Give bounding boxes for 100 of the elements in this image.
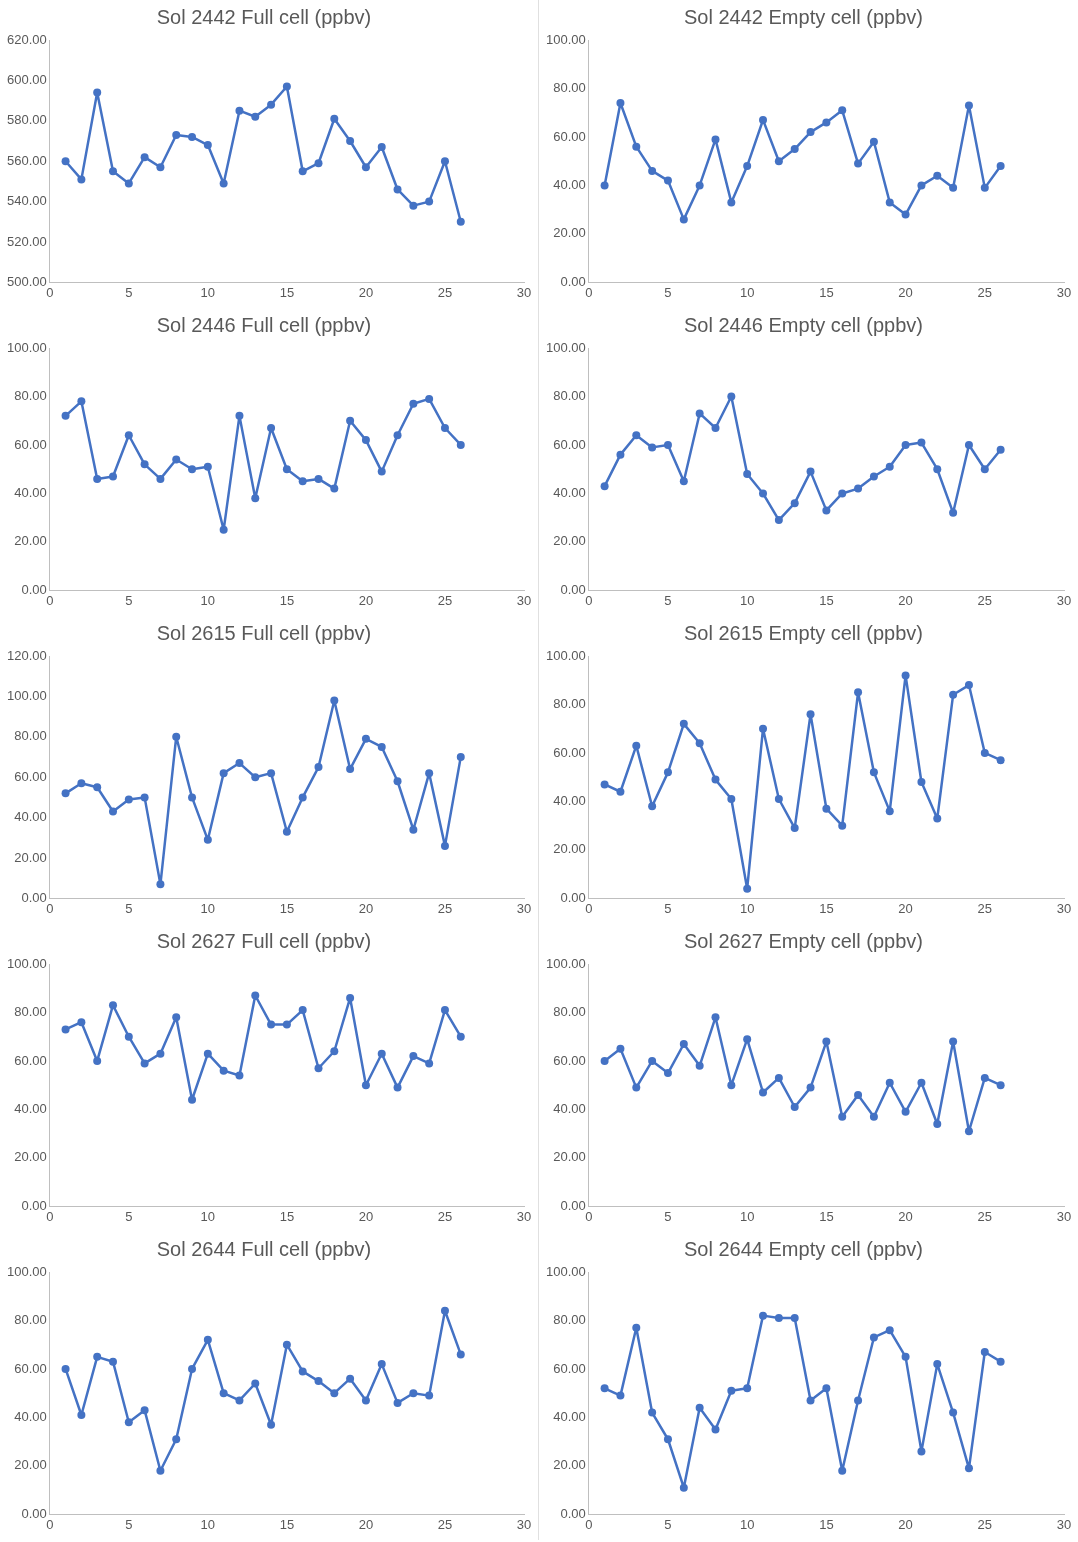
x-tick-label: 10 bbox=[739, 1516, 755, 1532]
y-tick-label: 40.00 bbox=[14, 809, 47, 825]
y-tick-label: 60.00 bbox=[14, 1360, 47, 1376]
point bbox=[743, 884, 752, 893]
x-tick-label: 25 bbox=[437, 1208, 453, 1224]
point bbox=[616, 1391, 625, 1400]
point bbox=[298, 1006, 307, 1015]
point bbox=[377, 143, 386, 152]
point bbox=[885, 462, 894, 471]
y-tick-label: 20.00 bbox=[14, 1149, 47, 1165]
point bbox=[440, 157, 449, 166]
point bbox=[156, 163, 165, 172]
point bbox=[203, 835, 212, 844]
point bbox=[124, 1418, 133, 1427]
point bbox=[980, 1073, 989, 1082]
point bbox=[425, 1059, 434, 1068]
point bbox=[124, 795, 133, 804]
chart-title: Sol 2627 Full cell (ppbv) bbox=[156, 929, 372, 952]
point bbox=[806, 467, 815, 476]
x-tick-label: 0 bbox=[46, 284, 54, 300]
point bbox=[456, 753, 465, 761]
point bbox=[949, 1037, 958, 1046]
point bbox=[885, 807, 894, 816]
point bbox=[663, 1435, 672, 1444]
point bbox=[425, 197, 434, 206]
point bbox=[822, 118, 831, 127]
point bbox=[663, 440, 672, 449]
point bbox=[108, 1357, 117, 1366]
point bbox=[648, 802, 657, 811]
point bbox=[885, 1078, 894, 1087]
point bbox=[440, 1006, 449, 1015]
y-tick-label: 100.00 bbox=[7, 1263, 47, 1279]
x-tick-label: 10 bbox=[739, 900, 755, 916]
point bbox=[361, 163, 370, 172]
x-tick-label: 15 bbox=[279, 900, 295, 916]
x-tick-label: 10 bbox=[200, 1516, 216, 1532]
point bbox=[854, 1396, 863, 1405]
point bbox=[219, 769, 228, 778]
point bbox=[838, 1112, 847, 1121]
y-tick-label: 80.00 bbox=[14, 1004, 47, 1020]
point bbox=[869, 137, 878, 146]
x-tick-label: 20 bbox=[898, 284, 913, 300]
chart-title: Sol 2615 Empty cell (ppbv) bbox=[683, 621, 924, 644]
point bbox=[314, 1064, 323, 1073]
point bbox=[790, 145, 799, 154]
point bbox=[393, 185, 402, 194]
point bbox=[964, 1464, 973, 1473]
point bbox=[140, 1406, 149, 1415]
point bbox=[632, 431, 641, 440]
x-tick-label: 30 bbox=[516, 900, 532, 916]
point bbox=[996, 756, 1005, 765]
point bbox=[917, 778, 926, 787]
point bbox=[663, 768, 672, 777]
point bbox=[61, 1025, 70, 1034]
point bbox=[806, 1083, 815, 1092]
point bbox=[282, 82, 291, 91]
x-tick-label: 10 bbox=[739, 284, 755, 300]
point bbox=[679, 719, 688, 728]
x-tick-label: 25 bbox=[977, 284, 993, 300]
point bbox=[409, 1052, 418, 1061]
x-tick-label: 5 bbox=[125, 1208, 133, 1224]
x-tick-label: 10 bbox=[200, 284, 216, 300]
point bbox=[282, 827, 291, 836]
point bbox=[330, 696, 339, 705]
x-tick-label: 25 bbox=[437, 592, 453, 608]
y-tick-label: 60.00 bbox=[14, 436, 47, 452]
point bbox=[172, 1013, 181, 1022]
point bbox=[600, 1056, 609, 1065]
point bbox=[679, 215, 688, 224]
point bbox=[901, 440, 910, 449]
x-tick-label: 10 bbox=[739, 1208, 755, 1224]
point bbox=[251, 1379, 260, 1388]
point bbox=[124, 431, 133, 440]
y-tick-label: 80.00 bbox=[14, 1312, 47, 1328]
point bbox=[330, 114, 339, 123]
y-tick-label: 40.00 bbox=[14, 1409, 47, 1425]
point bbox=[711, 423, 720, 432]
point bbox=[996, 445, 1005, 454]
y-tick-label: 20.00 bbox=[14, 1457, 47, 1473]
point bbox=[885, 198, 894, 207]
x-tick-label: 15 bbox=[279, 1516, 295, 1532]
point bbox=[679, 1483, 688, 1492]
point bbox=[869, 472, 878, 481]
point bbox=[298, 793, 307, 802]
x-tick-label: 5 bbox=[125, 284, 133, 300]
y-tick-label: 60.00 bbox=[553, 744, 586, 760]
x-tick-label: 20 bbox=[898, 1516, 913, 1532]
x-tick-label: 15 bbox=[279, 1208, 295, 1224]
point bbox=[235, 759, 244, 768]
point bbox=[790, 1314, 799, 1323]
point bbox=[917, 181, 926, 190]
x-tick-label: 20 bbox=[358, 900, 374, 916]
y-tick-label: 620.00 bbox=[7, 31, 47, 47]
x-tick-label: 25 bbox=[977, 592, 993, 608]
point bbox=[361, 436, 370, 445]
point bbox=[440, 423, 449, 432]
y-tick-label: 0.00 bbox=[560, 889, 586, 905]
point bbox=[854, 688, 863, 697]
point bbox=[743, 1035, 752, 1044]
y-tick-label: 0.00 bbox=[21, 581, 47, 597]
